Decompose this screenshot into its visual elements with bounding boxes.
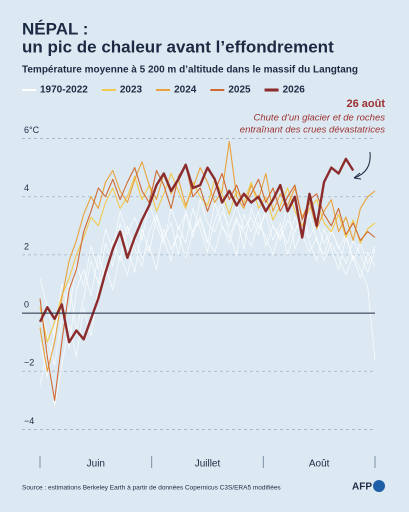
x-tick-label: Août	[309, 459, 330, 470]
y-tick-label: 6°C	[24, 125, 40, 135]
y-tick-label: −4	[24, 416, 34, 426]
annotation-arrow-head	[353, 172, 362, 180]
annotation-arrow	[353, 151, 371, 179]
credit: AFP	[352, 482, 372, 493]
y-tick-label: 4	[24, 183, 29, 193]
legend-label: 2023	[120, 85, 143, 96]
legend-label: 2025	[228, 85, 251, 96]
chart-description: Température moyenne à 5 200 m d’altitude…	[22, 65, 358, 76]
legend-label: 2026	[283, 85, 306, 96]
logo-dot	[373, 480, 385, 492]
series-line	[39, 202, 376, 378]
legend-label: 1970-2022	[40, 85, 88, 96]
series-line	[39, 199, 376, 337]
y-tick-label: 2	[24, 241, 29, 251]
x-tick-label: Juin	[87, 459, 105, 470]
source: Source : estimations Berkeley Earth à pa…	[22, 485, 281, 492]
y-tick-label: −2	[24, 358, 34, 368]
series-line	[38, 157, 355, 344]
legend-label: 2024	[174, 85, 197, 96]
series-line	[39, 140, 376, 372]
annotation-title: 26 août	[346, 98, 385, 110]
annotation-text: Chute d’un glacier et de roches	[254, 113, 386, 124]
chart-subtitle: un pic de chaleur avant l’effondrement	[22, 37, 334, 56]
x-tick-label: Juillet	[195, 459, 221, 470]
annotation-text: entraînant des crues dévastatrices	[240, 125, 385, 136]
series-line	[39, 164, 376, 401]
y-tick-label: 0	[24, 299, 29, 309]
series-line	[39, 202, 376, 366]
series-line	[39, 216, 376, 407]
chart-title: NÉPAL :	[22, 19, 88, 38]
